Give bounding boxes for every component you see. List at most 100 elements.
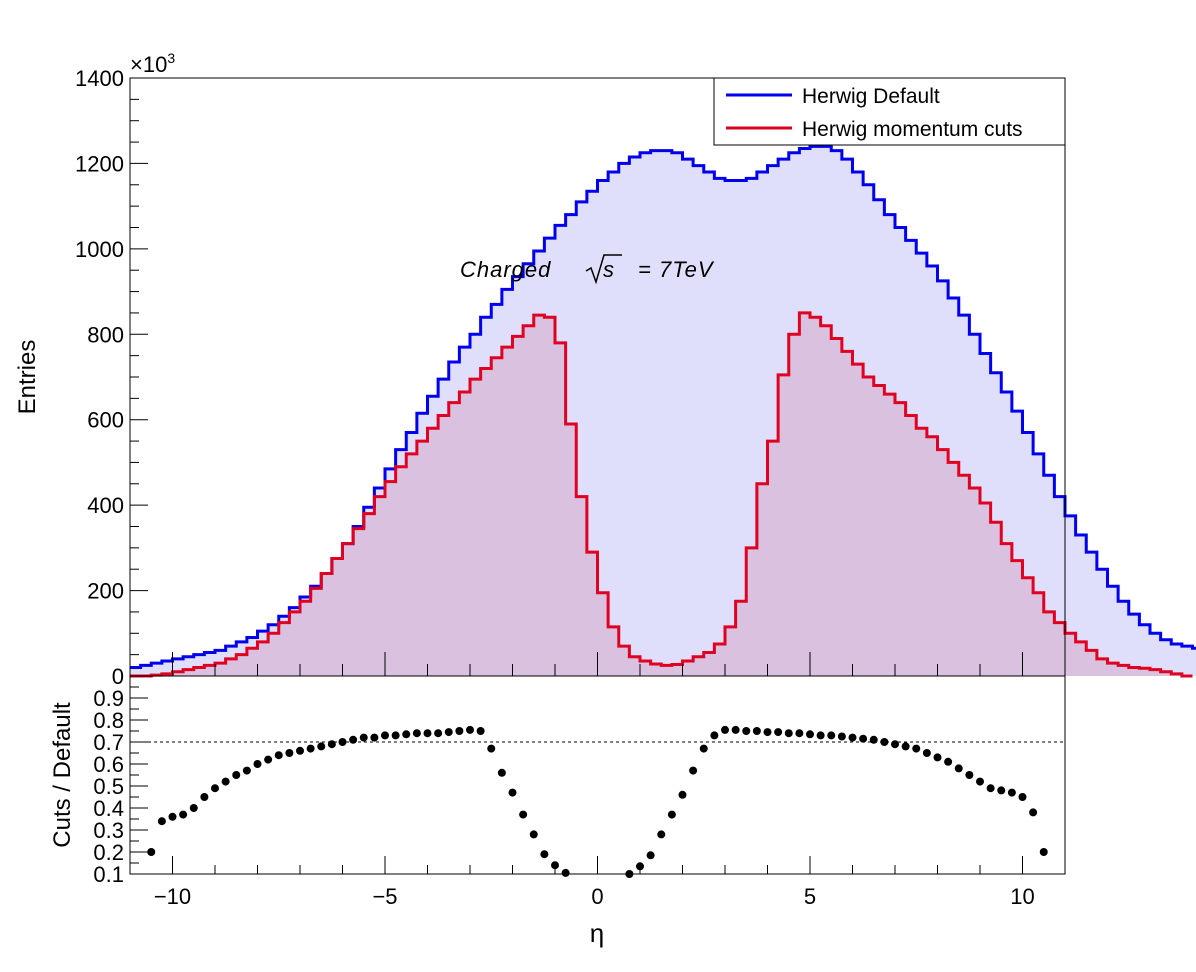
lower-y-tick-label: 0.4 [93, 796, 124, 821]
legend-box [713, 77, 1066, 146]
series-fill-1 [130, 312, 1193, 676]
ratio-point [922, 749, 931, 757]
ratio-point [944, 757, 953, 766]
ratio-point [699, 744, 708, 753]
lower-y-axis-label: Cuts / Default [49, 702, 76, 848]
sqrt-sign [585, 254, 622, 285]
ratio-point [179, 810, 188, 819]
ratio-point [561, 868, 570, 877]
ratio-point [880, 738, 889, 746]
upper-histogram-fills [130, 146, 1196, 676]
ratio-point [997, 786, 1006, 795]
lower-y-tick-label: 0.9 [93, 686, 124, 711]
ratio-point [253, 760, 262, 768]
energy-annotation: Charged s = 7TeV [460, 254, 715, 285]
ratio-point [742, 727, 751, 735]
upper-y-tick-label: 0 [112, 664, 124, 689]
ratio-point [306, 744, 315, 753]
ratio-point [200, 793, 209, 801]
ratio-point [370, 733, 379, 742]
upper-y-tick-label: 1400 [75, 66, 124, 91]
ratio-point [221, 777, 230, 786]
ratio-point [497, 768, 506, 777]
ratio-point [540, 850, 549, 859]
lower-y-tick-label: 0.3 [93, 818, 124, 843]
ratio-point [965, 771, 974, 779]
legend: Herwig Default Herwig momentum cuts [713, 77, 1066, 146]
ratio-point [986, 784, 995, 793]
ratio-point [625, 870, 634, 878]
annotation-energy: = 7TeV [638, 257, 715, 282]
ratio-point [710, 731, 719, 740]
ratio-point [434, 729, 443, 738]
upper-y-axis: 0 200 400 600 800 1000 1200 1400 [75, 66, 148, 689]
ratio-point [444, 728, 453, 737]
ratio-point [678, 790, 687, 799]
ratio-point [381, 731, 389, 740]
lower-x-axis: −10 −5 0 5 10 [129, 856, 1066, 909]
upper-y-tick-label: 600 [87, 408, 124, 433]
x-tick-label: 10 [1010, 884, 1034, 909]
legend-label-herwig-momentum-cuts: Herwig momentum cuts [802, 118, 1023, 141]
ratio-point [795, 729, 804, 738]
ratio-point [933, 753, 942, 762]
upper-y-axis-label: Entries [14, 340, 41, 415]
ratio-point [476, 727, 485, 735]
upper-x-ticks [129, 652, 1066, 676]
ratio-point [1029, 808, 1038, 817]
ratio-point [816, 731, 825, 740]
legend-label-herwig-default: Herwig Default [802, 85, 940, 108]
ratio-point [147, 848, 156, 856]
x-tick-label: 5 [804, 884, 816, 909]
ratio-points [147, 725, 1048, 878]
ratio-point [1007, 788, 1016, 797]
ratio-point [402, 730, 411, 739]
lower-y-tick-label: 0.2 [93, 840, 124, 865]
ratio-point [466, 725, 474, 734]
ratio-point [774, 728, 783, 737]
upper-histogram-lines [130, 144, 1196, 678]
ratio-point [1039, 848, 1048, 856]
ratio-point [646, 851, 655, 860]
ratio-point [317, 742, 326, 751]
ratio-point [285, 749, 294, 757]
x-tick-label: 0 [591, 884, 603, 909]
ratio-point [763, 728, 772, 737]
upper-y-tick-label: 800 [87, 322, 124, 347]
lower-y-tick-label: 0.5 [93, 774, 124, 799]
ratio-point [519, 810, 528, 819]
ratio-point [806, 730, 814, 739]
ratio-point [327, 740, 336, 749]
ratio-point [242, 766, 251, 775]
lower-y-tick-label: 0.6 [93, 752, 124, 777]
x-tick-label: −10 [154, 884, 191, 909]
ratio-point [912, 744, 921, 753]
ratio-point [1018, 793, 1027, 801]
ratio-point [423, 729, 432, 738]
ratio-point [848, 733, 857, 742]
ratio-point [391, 731, 400, 740]
ratio-point [901, 742, 910, 751]
ratio-point [976, 777, 984, 786]
ratio-point [657, 830, 666, 839]
ratio-point [359, 733, 368, 742]
ratio-point [667, 810, 676, 819]
ratio-point [869, 735, 878, 744]
ratio-point [721, 725, 729, 734]
annotation-sqrt-s: s [603, 257, 614, 282]
ratio-point [827, 731, 836, 740]
lower-y-tick-label: 0.8 [93, 708, 124, 733]
ratio-point [157, 817, 166, 826]
ratio-point [529, 830, 538, 839]
ratio-point [264, 755, 273, 764]
ratio-point [837, 732, 846, 741]
ratio-point [232, 771, 241, 779]
lower-y-tick-label: 0.7 [93, 730, 124, 755]
ratio-point [731, 725, 740, 734]
y-scale-label: ×103 [130, 50, 175, 77]
ratio-point [487, 744, 496, 753]
ratio-point [689, 766, 698, 775]
ratio-point [338, 738, 347, 746]
ratio-point [954, 764, 963, 773]
x-axis-label: η [590, 918, 604, 948]
